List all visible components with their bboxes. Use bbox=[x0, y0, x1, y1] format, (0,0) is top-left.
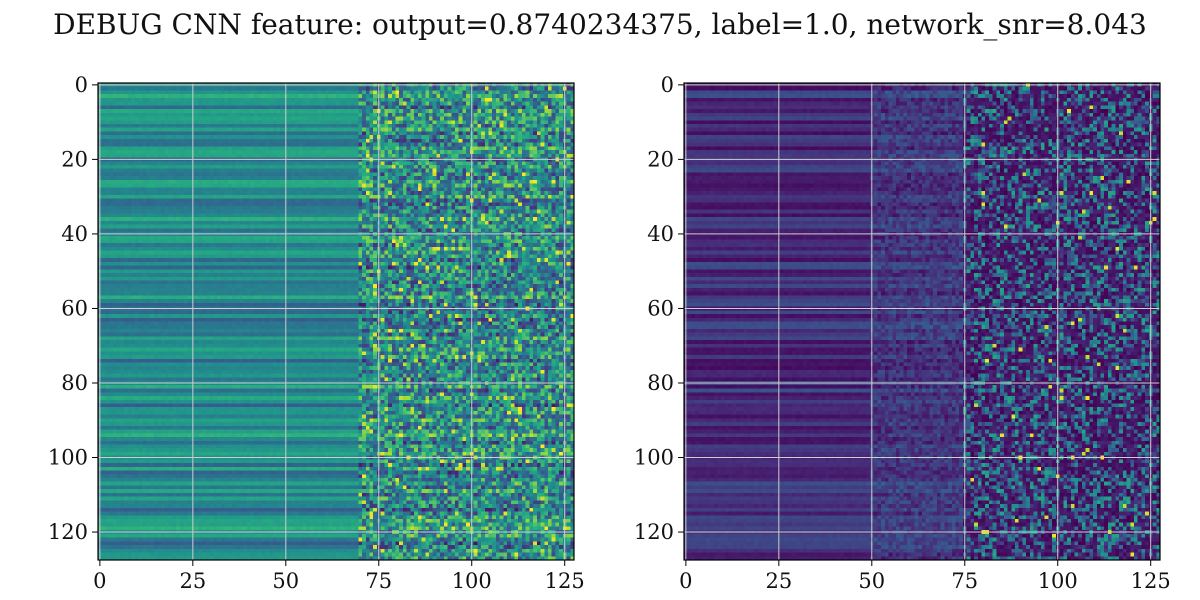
x-tick-label: 0 bbox=[679, 569, 692, 593]
y-tick-label: 60 bbox=[61, 296, 88, 320]
y-tick-label: 80 bbox=[61, 371, 88, 395]
y-tick-label: 20 bbox=[61, 147, 88, 171]
x-tick-label: 125 bbox=[1131, 569, 1171, 593]
y-tick-label: 120 bbox=[48, 520, 88, 544]
x-tick-label: 125 bbox=[545, 569, 585, 593]
y-tick-label: 100 bbox=[48, 446, 88, 470]
y-tick-label: 80 bbox=[647, 371, 674, 395]
y-tick-label: 40 bbox=[61, 222, 88, 246]
y-tick-label: 40 bbox=[647, 222, 674, 246]
x-tick-label: 50 bbox=[272, 569, 299, 593]
x-tick-label: 50 bbox=[858, 569, 885, 593]
axes-frame bbox=[97, 82, 575, 561]
y-tick-label: 0 bbox=[661, 73, 674, 97]
x-tick-label: 75 bbox=[365, 569, 392, 593]
y-tick-label: 60 bbox=[647, 296, 674, 320]
x-tick-label: 25 bbox=[179, 569, 206, 593]
y-tick-label: 100 bbox=[634, 446, 674, 470]
y-tick-label: 120 bbox=[634, 520, 674, 544]
y-tick-label: 20 bbox=[647, 147, 674, 171]
heatmap-panel-right: 0 25 50 75 100 125 0 20 40 60 80 100 120 bbox=[634, 73, 1171, 593]
heatmap-panel-left: 0 25 50 75 100 125 0 20 40 60 80 100 120 bbox=[48, 73, 585, 593]
x-tick-label: 0 bbox=[93, 569, 106, 593]
x-tick-label: 100 bbox=[1038, 569, 1078, 593]
x-tick-label: 75 bbox=[951, 569, 978, 593]
axes-frame bbox=[683, 82, 1161, 561]
heatmap-image bbox=[684, 83, 1160, 560]
heatmap-image bbox=[98, 83, 574, 560]
figure-title: DEBUG CNN feature: output=0.8740234375, … bbox=[53, 8, 1147, 41]
y-tick-label: 0 bbox=[75, 73, 88, 97]
x-tick-label: 100 bbox=[452, 569, 492, 593]
x-tick-label: 25 bbox=[765, 569, 792, 593]
